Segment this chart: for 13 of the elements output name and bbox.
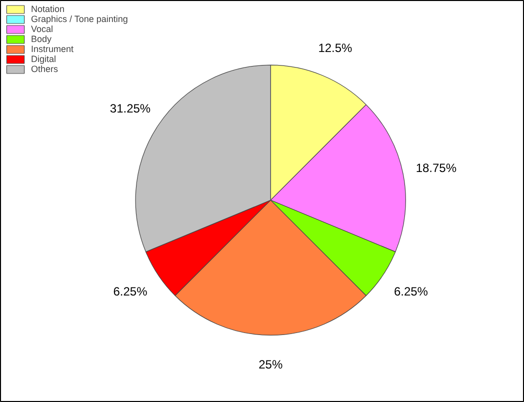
legend-label: Graphics / Tone painting [31,14,128,24]
data-label: 18.75% [416,161,457,176]
legend-label: Instrument [31,44,74,54]
data-label: 12.5% [318,41,353,56]
legend-label: Digital [31,54,56,64]
data-label: 25% [258,358,283,372]
data-label: 6.25% [394,284,428,299]
legend-label: Body [31,34,52,44]
data-label: 31.25% [110,102,151,116]
data-label: 6.25% [113,284,148,299]
legend-label: Vocal [31,24,54,34]
legend-label: Others [31,64,58,74]
legend-label: Notation [31,4,65,14]
